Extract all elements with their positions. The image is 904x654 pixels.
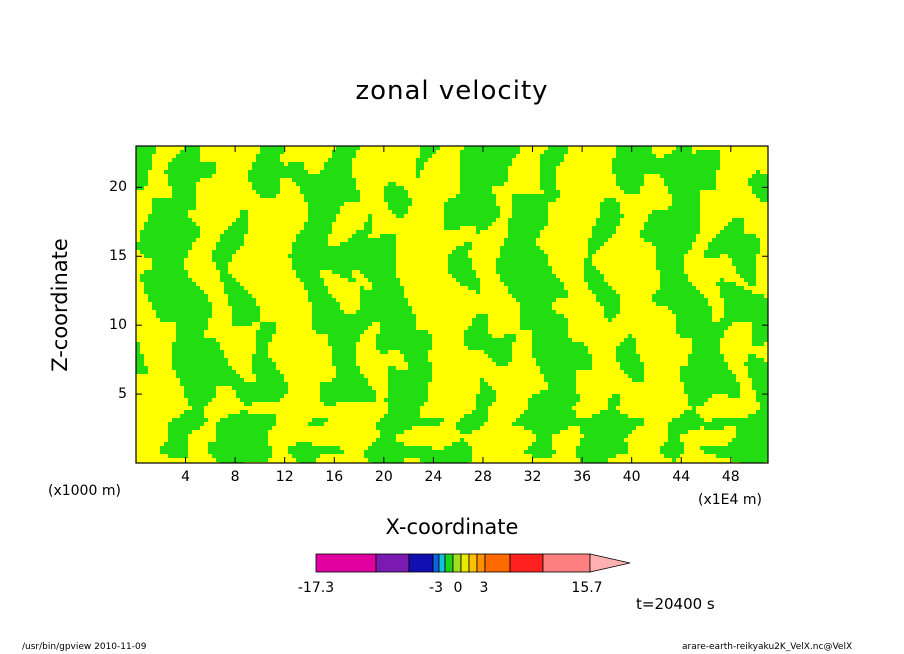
y-tick-label: 15: [109, 248, 127, 265]
footer-program-date: /usr/bin/gpview 2010-11-09: [22, 642, 147, 652]
x-tick-label: 44: [672, 469, 691, 485]
colorbar-segment: [460, 553, 470, 573]
colorbar-label: 0: [453, 580, 463, 596]
x-tick-label: 4: [181, 469, 191, 485]
x-axis-label: X-coordinate: [385, 515, 519, 539]
colorbar-label: 3: [479, 580, 489, 596]
x-tick-label: 36: [573, 469, 592, 485]
colorbar-segment: [468, 553, 478, 573]
x-tick-label: 48: [721, 469, 740, 485]
colorbar-segment: [542, 553, 591, 573]
colorbar-segment: [484, 553, 511, 573]
footer-source-file: arare-earth-reikyaku2K_VelX.nc@VelX: [682, 642, 853, 652]
x-tick-label: 24: [424, 469, 443, 485]
y-axis-label: Z-coordinate: [48, 238, 72, 372]
y-tick-label: 20: [109, 179, 127, 196]
x-tick-label: 40: [622, 469, 641, 485]
x-axis-unit-right: (x1E4 m): [698, 492, 762, 508]
x-axis-unit-left: (x1000 m): [48, 483, 121, 499]
y-tick-label: 10: [109, 317, 127, 334]
velocity-field: [136, 146, 768, 463]
colorbar-segment: [432, 553, 440, 573]
x-tick-label: 32: [523, 469, 542, 485]
plot-frame: [135, 145, 769, 464]
x-tick-label: 16: [325, 469, 344, 485]
colorbar-segment: [476, 553, 486, 573]
y-tick-label: 5: [118, 386, 127, 403]
colorbar-segment: [315, 553, 377, 573]
colorbar: [315, 553, 631, 573]
negative-velocity-region: [136, 146, 768, 463]
axis-ticks: [136, 146, 768, 463]
colorbar-segment: [452, 553, 462, 573]
time-annotation: t=20400 s: [636, 595, 715, 613]
colorbar-max-extension: [589, 553, 631, 573]
chart-title: zonal velocity: [355, 76, 549, 106]
colorbar-segment: [444, 553, 454, 573]
x-tick-label: 28: [474, 469, 492, 485]
colorbar-label: 15.7: [571, 580, 603, 596]
colorbar-segment: [408, 553, 434, 573]
colorbar-segment: [438, 553, 446, 573]
colorbar-segment: [509, 553, 544, 573]
x-tick-label: 8: [230, 469, 240, 485]
colorbar-label: -17.3: [297, 580, 335, 596]
x-tick-label: 12: [275, 469, 294, 485]
colorbar-segment: [375, 553, 410, 573]
x-tick-label: 20: [374, 469, 393, 485]
colorbar-label: -3: [429, 580, 443, 596]
